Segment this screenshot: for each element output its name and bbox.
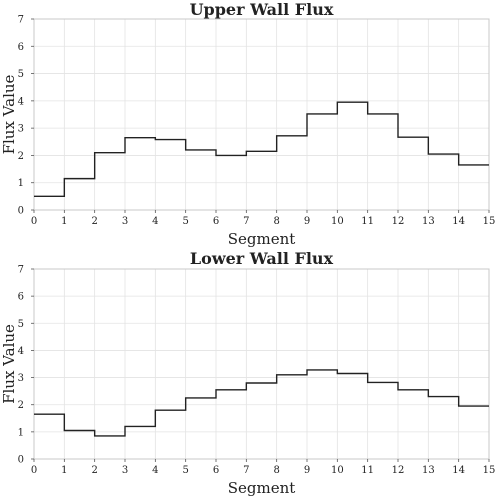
y-tick-label: 2	[18, 400, 24, 411]
y-tick-label: 0	[18, 455, 24, 466]
x-tick-label: 0	[31, 216, 37, 227]
chart-title: Upper Wall Flux	[190, 0, 334, 19]
step-series-line	[34, 369, 489, 437]
x-tick-label: 10	[331, 216, 344, 227]
x-tick-label: 1	[61, 216, 67, 227]
y-tick-label: 0	[18, 206, 24, 217]
y-tick-label: 7	[18, 15, 24, 26]
x-tick-label: 13	[422, 465, 435, 476]
x-tick-label: 8	[273, 216, 279, 227]
x-tick-label: 14	[452, 465, 465, 476]
x-tick-label: 1	[61, 465, 67, 476]
x-tick-label: 2	[91, 465, 97, 476]
x-tick-label: 3	[122, 465, 128, 476]
x-tick-label: 5	[182, 465, 188, 476]
x-tick-label: 5	[182, 216, 188, 227]
y-tick-label: 6	[18, 292, 24, 303]
y-tick-label: 7	[18, 265, 24, 276]
y-tick-label: 2	[18, 151, 24, 162]
plot-frame	[33, 18, 490, 211]
x-axis-label: Segment	[228, 230, 296, 248]
x-tick-label: 4	[152, 216, 158, 227]
x-tick-label: 15	[483, 465, 496, 476]
chart-title: Lower Wall Flux	[190, 249, 334, 268]
y-tick-label: 4	[18, 346, 24, 357]
x-tick-label: 8	[273, 465, 279, 476]
x-tick-label: 0	[31, 465, 37, 476]
x-tick-label: 4	[152, 465, 158, 476]
y-tick-label: 3	[18, 124, 24, 135]
y-tick-label: 1	[18, 178, 24, 189]
x-tick-label: 10	[331, 465, 344, 476]
x-tick-label: 14	[452, 216, 465, 227]
x-tick-label: 6	[213, 216, 219, 227]
x-tick-label: 7	[243, 465, 249, 476]
x-tick-label: 11	[361, 216, 374, 227]
x-tick-label: 3	[122, 216, 128, 227]
x-tick-label: 9	[304, 216, 310, 227]
x-tick-label: 2	[91, 216, 97, 227]
y-tick-label: 4	[18, 96, 24, 107]
x-tick-label: 7	[243, 216, 249, 227]
x-tick-label: 9	[304, 465, 310, 476]
x-tick-label: 11	[361, 465, 374, 476]
x-axis-label: Segment	[228, 479, 296, 497]
y-axis-label: Flux Value	[0, 74, 18, 154]
x-tick-label: 12	[392, 216, 405, 227]
y-tick-label: 3	[18, 373, 24, 384]
y-tick-label: 6	[18, 42, 24, 53]
step-series-line	[34, 101, 489, 198]
x-tick-label: 6	[213, 465, 219, 476]
y-tick-label: 1	[18, 427, 24, 438]
plot-frame	[33, 268, 490, 460]
y-tick-label: 5	[18, 319, 24, 330]
x-tick-label: 15	[483, 216, 496, 227]
x-tick-label: 12	[392, 465, 405, 476]
y-axis-label: Flux Value	[0, 324, 18, 404]
y-tick-label: 5	[18, 69, 24, 80]
x-tick-label: 13	[422, 216, 435, 227]
